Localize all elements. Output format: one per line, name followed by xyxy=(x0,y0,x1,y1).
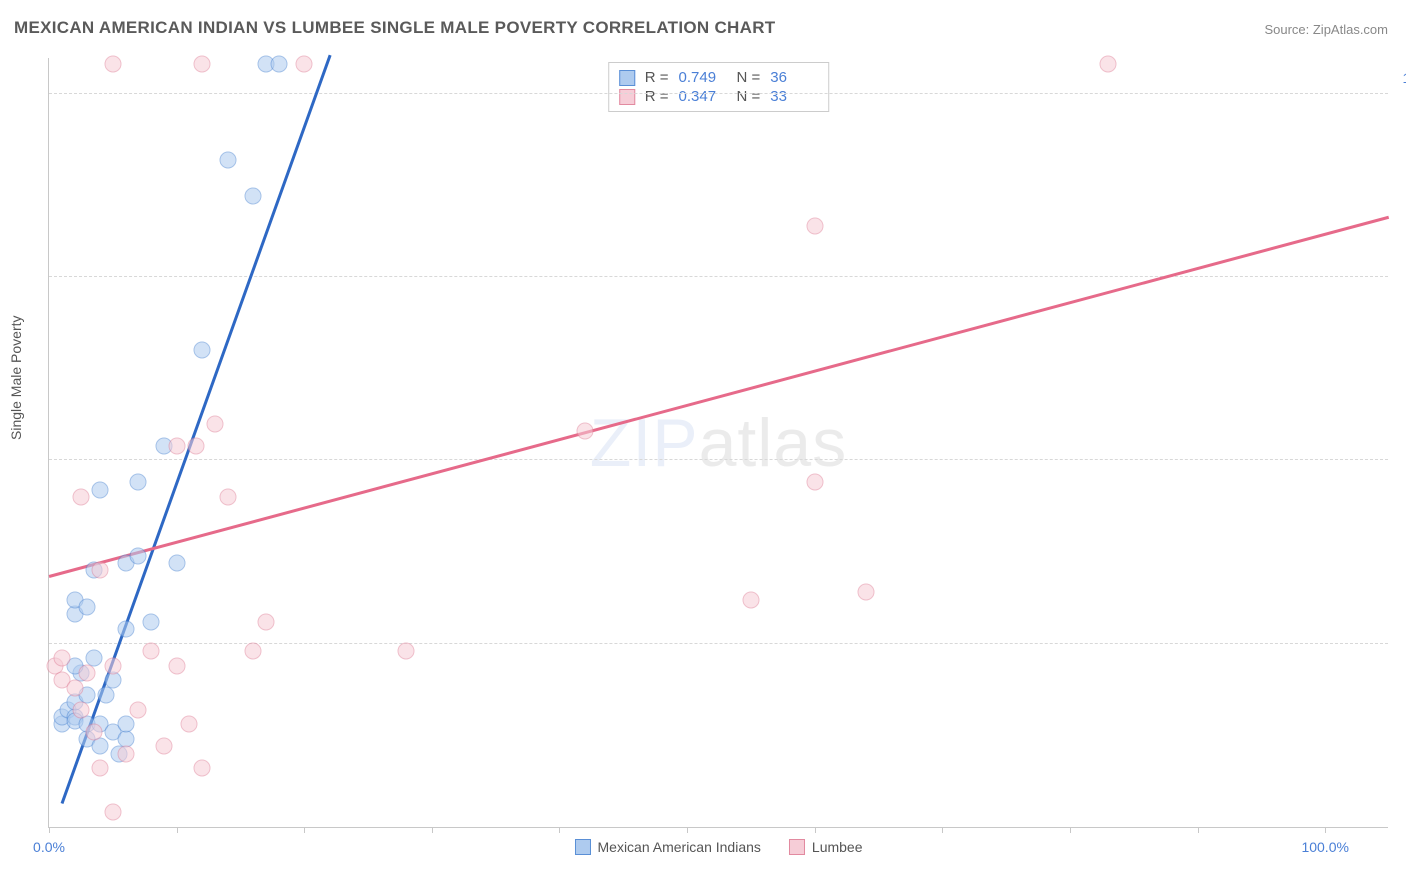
scatter-point xyxy=(155,738,172,755)
scatter-point xyxy=(219,489,236,506)
gridline-horizontal xyxy=(49,459,1388,460)
legend-item: Lumbee xyxy=(789,839,863,855)
r-label: R = xyxy=(645,88,669,105)
r-label: R = xyxy=(645,69,669,86)
scatter-point xyxy=(104,672,121,689)
x-tick-mark xyxy=(942,827,943,833)
legend-swatch xyxy=(574,839,590,855)
x-tick-label: 100.0% xyxy=(1301,839,1348,855)
scatter-point xyxy=(270,56,287,73)
x-tick-mark xyxy=(687,827,688,833)
scatter-point xyxy=(143,613,160,630)
scatter-point xyxy=(245,188,262,205)
scatter-point xyxy=(257,613,274,630)
scatter-point xyxy=(92,562,109,579)
scatter-point xyxy=(806,217,823,234)
legend-label: Lumbee xyxy=(812,839,863,855)
n-value: 36 xyxy=(770,69,818,86)
scatter-point xyxy=(194,56,211,73)
scatter-point xyxy=(72,701,89,718)
trend-line xyxy=(49,216,1390,578)
x-tick-mark xyxy=(1325,827,1326,833)
r-value: 0.749 xyxy=(679,69,727,86)
gridline-horizontal xyxy=(49,93,1388,94)
scatter-plot-area: ZIPatlas R =0.749N =36R =0.347N =33 Mexi… xyxy=(48,58,1388,828)
x-tick-label: 0.0% xyxy=(33,839,65,855)
scatter-point xyxy=(79,665,96,682)
stats-legend-row: R = 0.347 N = 33 xyxy=(619,87,819,106)
scatter-point xyxy=(104,657,121,674)
scatter-point xyxy=(398,643,415,660)
scatter-point xyxy=(79,599,96,616)
scatter-point xyxy=(742,591,759,608)
legend-item: Mexican American Indians xyxy=(574,839,760,855)
legend-label: Mexican American Indians xyxy=(597,839,760,855)
scatter-point xyxy=(187,437,204,454)
scatter-point xyxy=(53,650,70,667)
n-value: 33 xyxy=(770,88,818,105)
scatter-point xyxy=(168,437,185,454)
scatter-point xyxy=(98,687,115,704)
n-label: N = xyxy=(737,69,761,86)
source-link[interactable]: ZipAtlas.com xyxy=(1313,22,1388,37)
scatter-point xyxy=(85,723,102,740)
x-tick-mark xyxy=(304,827,305,833)
scatter-point xyxy=(143,643,160,660)
scatter-point xyxy=(206,415,223,432)
scatter-point xyxy=(117,621,134,638)
scatter-point xyxy=(296,56,313,73)
scatter-point xyxy=(92,481,109,498)
y-tick-label: 100.0% xyxy=(1403,70,1406,86)
scatter-point xyxy=(857,584,874,601)
scatter-point xyxy=(72,489,89,506)
legend-swatch xyxy=(619,89,635,105)
r-value: 0.347 xyxy=(679,88,727,105)
x-tick-mark xyxy=(177,827,178,833)
scatter-point xyxy=(577,423,594,440)
correlation-stats-legend: R = 0.749 N = 36 R = 0.347 N = 33 xyxy=(608,62,830,112)
stats-legend-row: R = 0.749 N = 36 xyxy=(619,68,819,87)
scatter-point xyxy=(117,716,134,733)
scatter-point xyxy=(168,555,185,572)
x-tick-mark xyxy=(432,827,433,833)
scatter-point xyxy=(92,738,109,755)
scatter-point xyxy=(130,701,147,718)
scatter-point xyxy=(245,643,262,660)
legend-swatch xyxy=(619,70,635,86)
source-prefix: Source: xyxy=(1264,22,1312,37)
source-attribution: Source: ZipAtlas.com xyxy=(1264,22,1388,37)
y-axis-label: Single Male Poverty xyxy=(8,315,24,440)
scatter-point xyxy=(66,679,83,696)
scatter-point xyxy=(92,760,109,777)
scatter-point xyxy=(181,716,198,733)
x-tick-mark xyxy=(815,827,816,833)
scatter-point xyxy=(168,657,185,674)
x-tick-mark xyxy=(49,827,50,833)
legend-swatch xyxy=(789,839,805,855)
x-tick-mark xyxy=(1070,827,1071,833)
scatter-point xyxy=(1100,56,1117,73)
scatter-point xyxy=(130,474,147,491)
scatter-point xyxy=(117,745,134,762)
series-legend: Mexican American Indians Lumbee xyxy=(574,839,862,855)
chart-title: MEXICAN AMERICAN INDIAN VS LUMBEE SINGLE… xyxy=(14,18,775,38)
scatter-point xyxy=(130,547,147,564)
x-tick-mark xyxy=(1198,827,1199,833)
scatter-point xyxy=(104,56,121,73)
watermark: ZIPatlas xyxy=(590,404,847,482)
x-tick-mark xyxy=(559,827,560,833)
scatter-point xyxy=(806,474,823,491)
scatter-point xyxy=(194,760,211,777)
scatter-point xyxy=(194,342,211,359)
n-label: N = xyxy=(737,88,761,105)
scatter-point xyxy=(219,151,236,168)
scatter-point xyxy=(104,804,121,821)
watermark-atlas: atlas xyxy=(699,405,848,481)
